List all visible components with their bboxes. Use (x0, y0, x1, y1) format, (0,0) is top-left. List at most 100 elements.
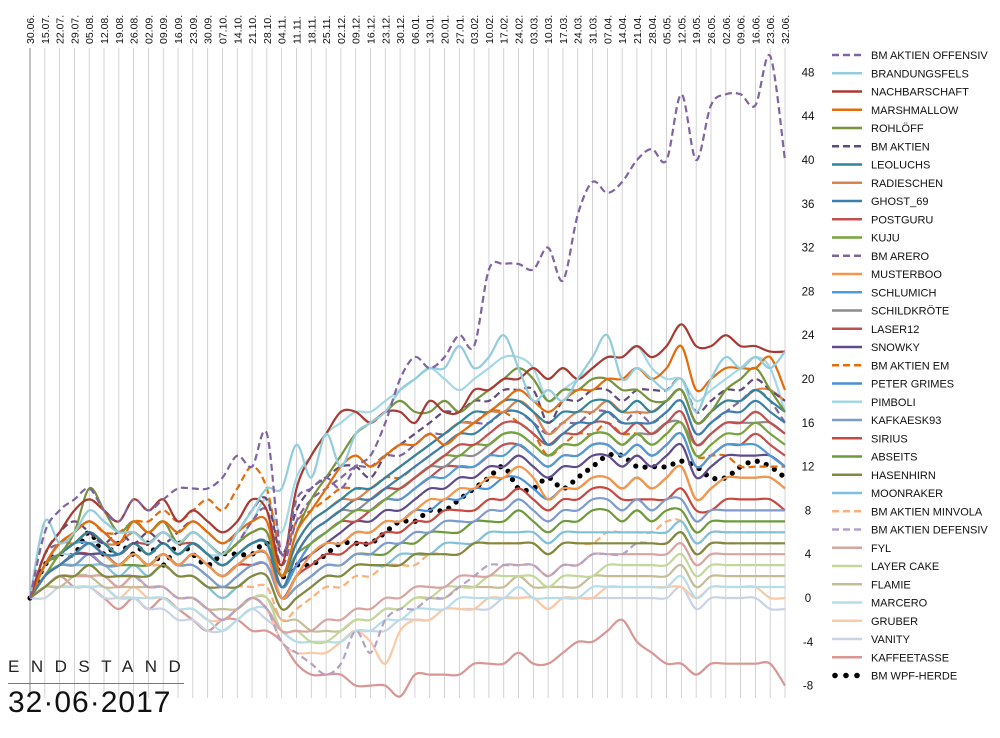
series-bm-aktien-minvola-line (29, 518, 785, 622)
data-point (771, 466, 777, 472)
legend-label: BRANDUNGSFELS (871, 68, 969, 80)
legend-label: GRUBER (871, 616, 918, 628)
legend-label: VANITY (871, 634, 911, 646)
legend-gruber: GRUBER (832, 616, 918, 628)
data-point (712, 476, 718, 482)
x-tick-label: 30.12. (395, 15, 407, 44)
x-tick-label: 20.01. (440, 15, 452, 44)
series-bm-aktien-offensiv-line (28, 53, 787, 599)
data-point (539, 478, 545, 484)
x-tick-label: 21.10. (247, 15, 259, 44)
legend-label: LAYER CAKE (871, 561, 939, 573)
legend-label: LEOLUCHS (871, 160, 930, 172)
x-tick-label: 15.07. (40, 15, 52, 44)
legend-label: HASENHIRN (871, 470, 936, 482)
legend-nachbarschaft: NACHBARSCHAFT (832, 87, 969, 99)
legend-marshmallow: MARSHMALLOW (832, 105, 959, 117)
legend: BM AKTIEN OFFENSIV BRANDUNGSFELS NACHBARSC… (832, 50, 988, 683)
y-tick-label: 20 (802, 374, 815, 386)
legend-label: LASER12 (871, 324, 919, 336)
series-peter-grimes-line (29, 464, 786, 600)
legend-label: SNOWKY (871, 342, 921, 354)
legend-label: NACHBARSCHAFT (871, 87, 969, 99)
series-kaffeetasse-line (29, 575, 786, 698)
legend-peter-grimes: PETER GRIMES (832, 379, 954, 391)
y-tick-label: -8 (803, 681, 813, 693)
data-point (241, 552, 247, 558)
data-point (779, 472, 785, 478)
legend-sirius: SIRIUS (832, 433, 908, 445)
y-tick-label: 32 (802, 243, 815, 255)
legend-label: FLAMIE (871, 579, 911, 591)
x-tick-label: 30.06. (25, 15, 37, 44)
data-point (633, 463, 639, 469)
x-tick-label: 29.07. (69, 15, 81, 44)
legend-label: BM AKTIEN DEFENSIV (871, 525, 988, 537)
y-tick-label: 48 (802, 67, 815, 79)
x-tick-label: 12.08. (99, 15, 111, 44)
legend-bm-aktien-minvola: BM AKTIEN MINVOLA (832, 506, 983, 518)
legend-label: BM AKTIEN OFFENSIV (871, 50, 988, 62)
data-point (577, 473, 583, 479)
x-tick-label: 30.09. (203, 15, 215, 44)
x-tick-label: 25.11. (321, 16, 333, 44)
legend-label: PETER GRIMES (871, 379, 954, 391)
x-tick-label: 12.05. (676, 15, 688, 44)
x-tick-label: 03.03. (528, 15, 540, 44)
legend-label: MARSHMALLOW (871, 105, 959, 117)
data-point (570, 479, 576, 485)
legend-label: BM AKTIEN EM (871, 360, 949, 372)
x-tick-label: 17.03. (558, 15, 570, 44)
series-leoluchs-line (28, 388, 786, 599)
legend-label: BM ARERO (871, 251, 930, 263)
x-tick-label: 07.04. (602, 15, 614, 44)
series-brandungsfels-line (28, 333, 786, 599)
y-tick-label: 0 (805, 593, 811, 605)
data-point (386, 526, 393, 532)
x-tick-label: 28.10. (262, 15, 274, 44)
x-tick-label: 17.02. (499, 15, 511, 44)
x-tick-label: 16.12. (365, 15, 377, 44)
x-tick-label: 05.08. (84, 15, 96, 44)
legend-kuju: KUJU (832, 233, 900, 245)
legend-bm-aktien-offensiv: BM AKTIEN OFFENSIV (832, 50, 988, 62)
legend-label: RADIESCHEN (871, 178, 943, 190)
legend-label: KAFFEETASSE (871, 652, 949, 664)
legend-musterboo: MUSTERBOO (832, 269, 942, 281)
x-tick-label: 19.08. (114, 15, 126, 44)
legend-abseits: ABSEITS (832, 452, 917, 464)
data-point (214, 555, 220, 562)
x-tick-label: 27.01. (454, 15, 466, 44)
x-tick-label: 03.02. (469, 15, 481, 44)
x-tick-label: 10.02. (484, 15, 496, 44)
series-marshmallow-line (28, 344, 787, 599)
x-tick-label: 31.03. (588, 15, 600, 44)
legend-label: ABSEITS (871, 452, 917, 464)
data-point (729, 470, 735, 476)
x-tick-label: 07.10. (217, 15, 229, 44)
data-point (327, 547, 334, 554)
legend-label: MUSTERBOO (871, 269, 942, 281)
x-tick-label: 21.04. (632, 15, 644, 44)
x-axis-labels: 30.06. 15.07. 22.07. 29.07. 05.08. 12.08. 19.0… (25, 15, 792, 44)
series-hasenhirn-line (29, 531, 785, 611)
x-tick-label: 16.06. (750, 15, 762, 44)
data-point (554, 482, 560, 488)
legend-label: MARCERO (871, 598, 928, 610)
data-point (661, 464, 667, 470)
legend-schlumich: SCHLUMICH (832, 287, 936, 299)
x-tick-label: 13.01. (425, 15, 437, 44)
x-tick-label: 11.11. (291, 16, 303, 44)
data-point (256, 544, 262, 550)
legend-marcero: MARCERO (832, 598, 928, 610)
data-point (745, 460, 751, 466)
legend-bm-arero: BM ARERO (832, 251, 930, 263)
y-tick-label: 40 (802, 155, 815, 167)
y-tick-label: 8 (805, 505, 811, 517)
legend-label: FYL (871, 543, 891, 555)
legend-marker (843, 672, 849, 679)
x-tick-label: 02.06. (721, 15, 733, 44)
legend-rohl-ff: ROHLÖFF (832, 123, 924, 135)
